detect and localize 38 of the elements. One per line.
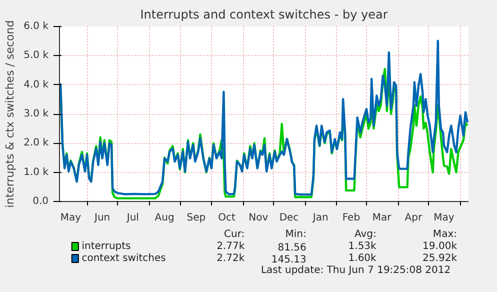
x-tick-label: Sep: [186, 212, 206, 224]
text: 81.56: [278, 242, 306, 254]
x-tick-label: Oct: [218, 212, 236, 224]
x-tick-label: Jan: [312, 212, 328, 224]
x-tick-label: Mar: [372, 212, 392, 224]
y-tick-label: 3.0 k: [24, 108, 49, 120]
text: Max:: [432, 229, 457, 240]
x-tick-label: Feb: [342, 212, 360, 224]
legend-label: interrupts: [82, 241, 131, 252]
chart-title: Interrupts and context switches - by year: [140, 8, 388, 22]
text: 145.13: [271, 254, 306, 266]
text: 25.92k: [422, 253, 458, 264]
line-series: [60, 40, 468, 196]
x-tick-label: May: [434, 212, 454, 224]
text: Cur:: [224, 229, 245, 240]
legend-label: context switches: [82, 253, 166, 264]
text: Min:: [285, 229, 306, 240]
x-tick-label: Aug: [154, 212, 174, 224]
y-axis-title: interrupts & ctx switches / second: [4, 20, 17, 208]
x-tick-label: Jul: [126, 212, 139, 224]
x-tick-label: May: [60, 212, 82, 224]
text: Avg:: [354, 229, 376, 240]
y-tick-label: 5.0 k: [24, 50, 49, 62]
y-tick-label: 4.0 k: [24, 79, 49, 90]
text: 2.77k: [216, 241, 245, 252]
x-tick-label: Jun: [94, 212, 110, 224]
text: 1.60k: [348, 253, 377, 264]
text: 1.53k: [348, 241, 377, 252]
text: 19.00k: [422, 241, 458, 252]
y-tick-label: 2.0 k: [24, 138, 49, 149]
x-tick-label: Dec: [279, 212, 299, 224]
y-tick-label: 6.0 k: [24, 21, 49, 32]
y-tick-label: 0.0: [32, 196, 49, 207]
text: Last update: Thu Jun 7 19:25:08 2012: [260, 265, 451, 276]
text: 2.72k: [216, 253, 245, 264]
x-tick-label: Apr: [404, 212, 423, 224]
y-tick-label: 1.0 k: [24, 166, 49, 178]
x-tick-label: Nov: [248, 212, 268, 224]
